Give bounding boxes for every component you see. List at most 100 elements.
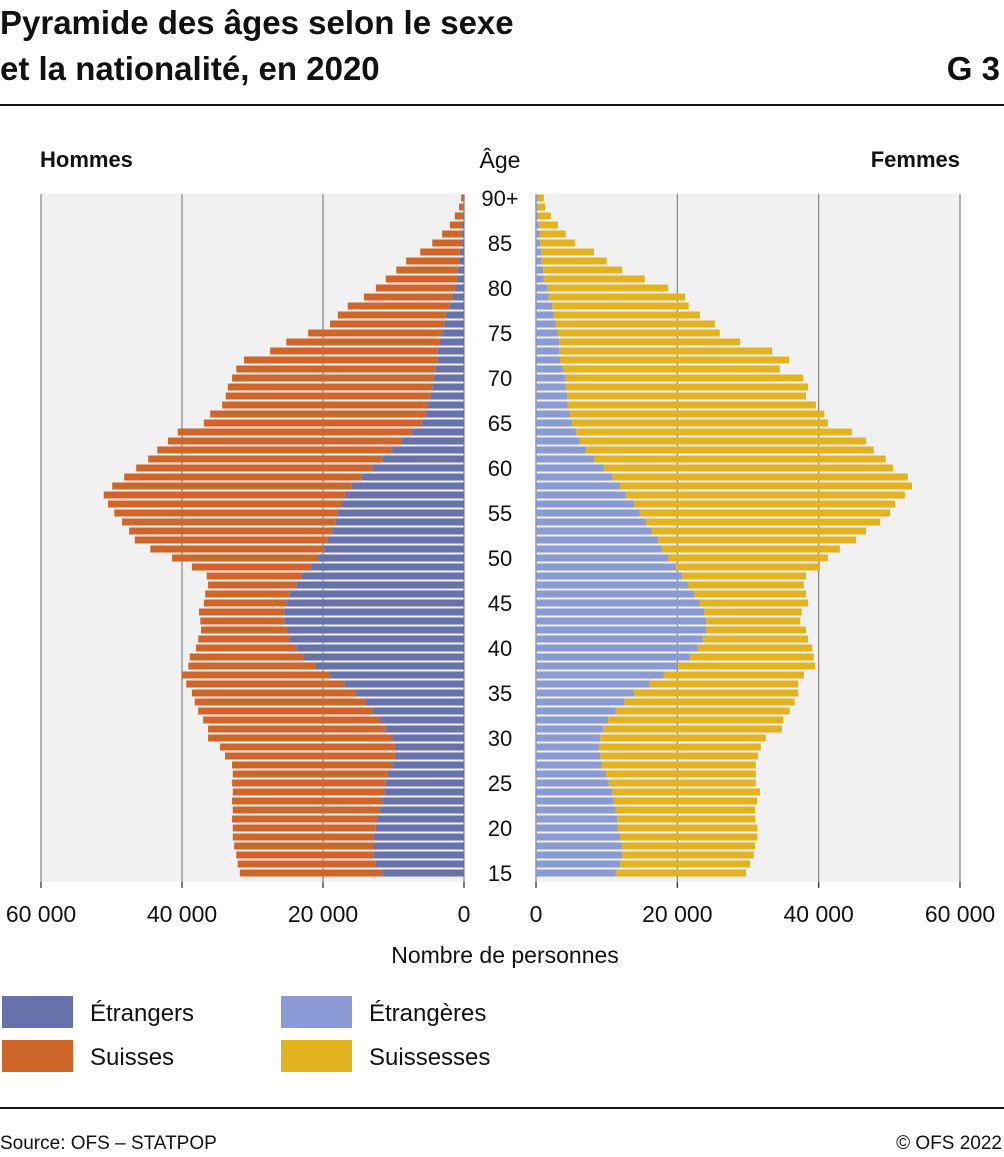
bar bbox=[536, 869, 616, 877]
bar bbox=[454, 212, 463, 220]
bar bbox=[536, 338, 560, 346]
bar bbox=[536, 707, 616, 715]
bar bbox=[536, 779, 609, 787]
bar bbox=[191, 689, 357, 697]
bar bbox=[536, 311, 554, 319]
x-tick-label: 20 000 bbox=[642, 901, 712, 927]
bar bbox=[548, 293, 686, 301]
bar bbox=[167, 437, 402, 445]
bar bbox=[572, 419, 828, 427]
bar bbox=[615, 869, 746, 877]
bar bbox=[462, 212, 464, 220]
bar bbox=[536, 572, 683, 580]
bar bbox=[612, 473, 908, 481]
bar bbox=[337, 509, 464, 517]
bar bbox=[385, 725, 464, 733]
bar bbox=[620, 833, 758, 841]
bar bbox=[539, 230, 566, 238]
bar bbox=[459, 257, 464, 265]
bar bbox=[579, 437, 867, 445]
bar bbox=[205, 590, 290, 598]
bar bbox=[382, 797, 464, 805]
bar bbox=[697, 644, 813, 652]
bar bbox=[373, 833, 464, 841]
bar bbox=[425, 410, 464, 418]
bar bbox=[310, 563, 464, 571]
bar bbox=[208, 734, 393, 742]
bar bbox=[536, 230, 540, 238]
y-tick-label: 90+ bbox=[481, 186, 518, 211]
bar bbox=[394, 752, 464, 760]
bar bbox=[651, 527, 867, 535]
bar bbox=[538, 212, 551, 220]
bar bbox=[600, 752, 758, 760]
bar bbox=[536, 302, 553, 310]
bar bbox=[289, 635, 464, 643]
bar bbox=[296, 644, 464, 652]
bar bbox=[537, 203, 546, 211]
bar bbox=[366, 698, 464, 706]
bar bbox=[457, 266, 464, 274]
bar bbox=[536, 212, 539, 220]
chart-title: et la nationalité, en 2020 bbox=[0, 50, 380, 87]
bar bbox=[112, 482, 352, 490]
bar bbox=[428, 401, 464, 409]
y-tick-label: 70 bbox=[488, 366, 512, 391]
bar bbox=[540, 239, 575, 247]
bar bbox=[342, 500, 464, 508]
y-tick-label: 20 bbox=[488, 816, 512, 841]
bar bbox=[620, 482, 912, 490]
bar bbox=[603, 464, 893, 472]
bar bbox=[284, 608, 464, 616]
bar bbox=[555, 320, 715, 328]
y-tick-label: 50 bbox=[488, 546, 512, 571]
bar bbox=[536, 761, 602, 769]
bar bbox=[315, 662, 464, 670]
bar bbox=[406, 257, 460, 265]
x-tick-label: 20 000 bbox=[288, 901, 358, 927]
bar bbox=[615, 707, 790, 715]
bar bbox=[375, 860, 464, 868]
bar bbox=[459, 248, 464, 256]
bar bbox=[432, 383, 464, 391]
bar bbox=[536, 482, 621, 490]
legend-swatch bbox=[281, 996, 352, 1028]
bar bbox=[244, 356, 438, 364]
bar bbox=[210, 410, 426, 418]
bar bbox=[608, 779, 756, 787]
bar bbox=[536, 698, 625, 706]
bar bbox=[543, 266, 623, 274]
bar bbox=[536, 320, 556, 328]
bar bbox=[605, 770, 756, 778]
bar bbox=[435, 365, 464, 373]
bar bbox=[536, 275, 544, 283]
bar bbox=[392, 734, 464, 742]
bar bbox=[380, 716, 464, 724]
bar bbox=[536, 293, 549, 301]
bar bbox=[136, 464, 373, 472]
bar bbox=[536, 518, 647, 526]
bar bbox=[706, 617, 801, 625]
bar bbox=[208, 725, 386, 733]
bar bbox=[567, 401, 816, 409]
y-tick-label: 75 bbox=[488, 321, 512, 346]
bar bbox=[536, 554, 669, 562]
y-tick-label: 55 bbox=[488, 501, 512, 526]
bar bbox=[361, 473, 464, 481]
bar bbox=[335, 518, 464, 526]
bar bbox=[227, 383, 433, 391]
bar bbox=[536, 428, 577, 436]
bar bbox=[177, 428, 412, 436]
y-tick-label: 35 bbox=[488, 681, 512, 706]
bar bbox=[536, 203, 538, 211]
bar bbox=[702, 635, 809, 643]
bar bbox=[600, 734, 766, 742]
bar bbox=[622, 851, 754, 859]
bar bbox=[330, 671, 464, 679]
bar bbox=[463, 203, 464, 211]
bar bbox=[536, 284, 548, 292]
bar bbox=[634, 689, 799, 697]
y-tick-label: 25 bbox=[488, 771, 512, 796]
bar bbox=[114, 509, 338, 517]
source: Source: OFS – STATPOP bbox=[0, 1133, 217, 1154]
